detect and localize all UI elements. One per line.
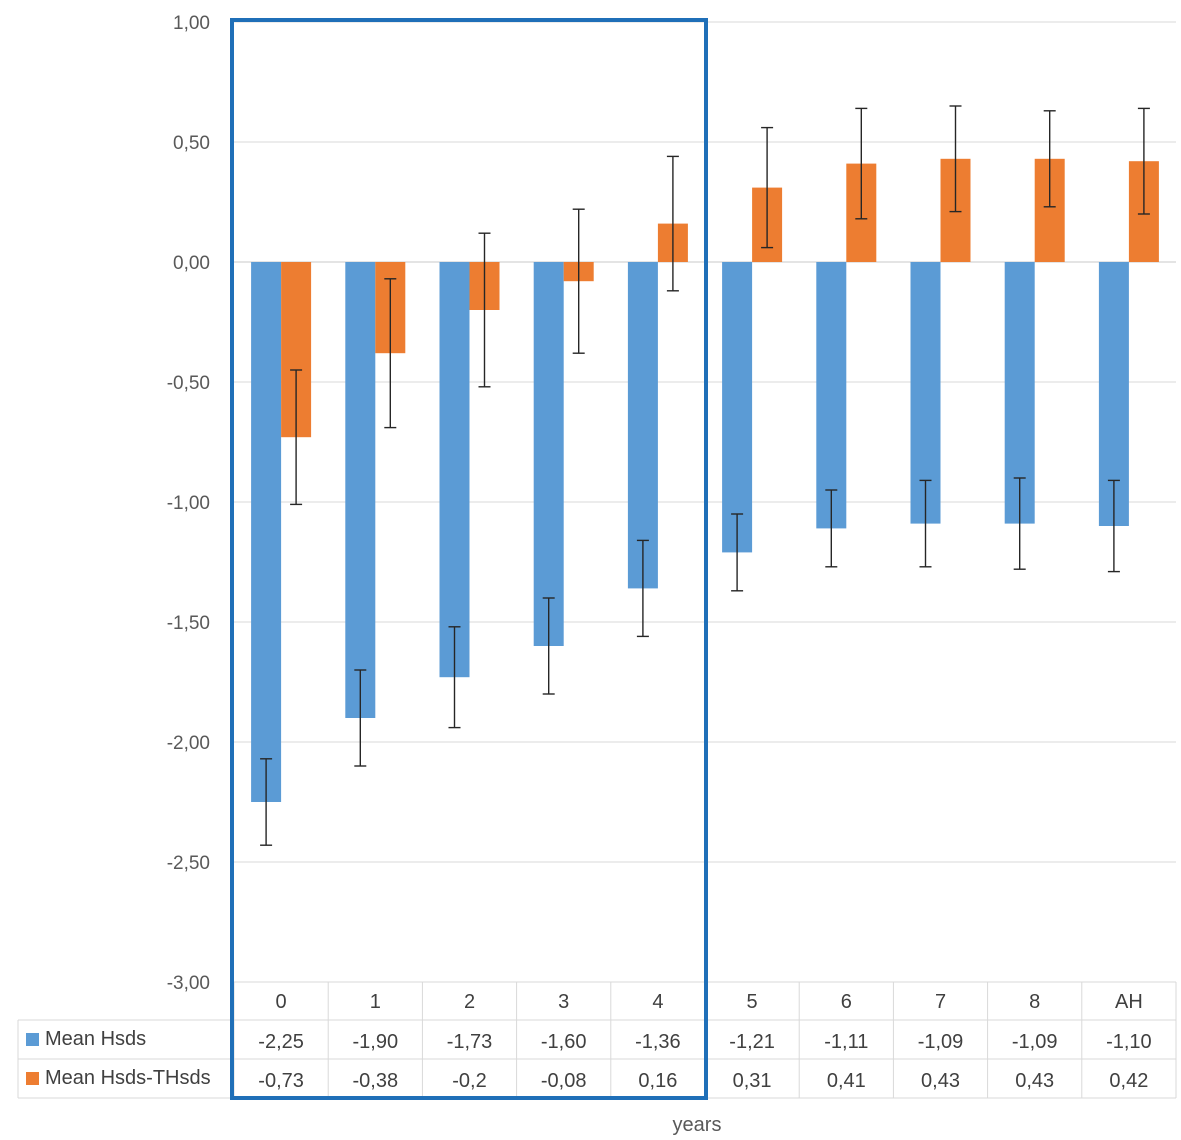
legend-label: Mean Hsds-THsds — [45, 1067, 211, 1089]
bar-mean-hsds — [533, 262, 564, 646]
table-cell: -1,09 — [918, 1031, 964, 1053]
y-tick-label: -0,50 — [167, 373, 210, 394]
table-cell: 0,42 — [1109, 1070, 1148, 1092]
legend-swatch — [26, 1033, 39, 1046]
table-cell: 0,31 — [733, 1070, 772, 1092]
y-tick-label: -2,50 — [167, 853, 210, 874]
table-cell: 0,43 — [1015, 1070, 1054, 1092]
data-table: 0 1 2 3 4 5 6 7 8 AH Mean Hsds -2,25 -1,90 -1,73 -1,60… — [17, 981, 1177, 1099]
bar-mean-hsds — [251, 262, 282, 802]
y-tick-label: 0,00 — [173, 253, 210, 274]
category-label: 4 — [652, 991, 663, 1013]
highlight-box — [230, 18, 708, 1100]
table-cell: -0,08 — [541, 1070, 587, 1092]
table-cell: -1,90 — [353, 1031, 399, 1053]
x-axis-label: years — [673, 1114, 722, 1136]
table-cell: -2,25 — [258, 1031, 304, 1053]
y-tick-label: -1,00 — [167, 493, 210, 514]
highlight-rectangle — [230, 18, 708, 1100]
bar-mean-hsds — [627, 262, 658, 589]
table-cell: 0,43 — [921, 1070, 960, 1092]
y-tick-label: -1,50 — [167, 613, 210, 634]
bar-mean-hsds — [345, 262, 376, 718]
table-cell: -1,21 — [729, 1031, 775, 1053]
table-cell: -1,10 — [1106, 1031, 1152, 1053]
y-tick-label: 0,50 — [173, 133, 210, 154]
category-label: 7 — [935, 991, 946, 1013]
table-cell: 0,41 — [827, 1070, 866, 1092]
category-label: 2 — [464, 991, 475, 1013]
table-cell: -0,38 — [353, 1070, 399, 1092]
table-cell: -1,60 — [541, 1031, 587, 1053]
bar-mean-hsds — [816, 262, 847, 529]
table-cell: -0,73 — [258, 1070, 304, 1092]
table-cell: 0,16 — [638, 1070, 677, 1092]
category-label: 5 — [747, 991, 758, 1013]
category-label: 0 — [276, 991, 287, 1013]
y-tick-label: -2,00 — [167, 733, 210, 754]
y-tick-label: 1,00 — [173, 13, 210, 34]
bar-mean-hsds — [722, 262, 753, 553]
category-label: 8 — [1029, 991, 1040, 1013]
legend-label: Mean Hsds — [45, 1028, 146, 1050]
table-cell: -1,73 — [447, 1031, 493, 1053]
y-tick-label: -3,00 — [167, 973, 210, 994]
table-cell: -0,2 — [452, 1070, 486, 1092]
table-cell: -1,09 — [1012, 1031, 1058, 1053]
category-label: AH — [1115, 991, 1143, 1013]
table-cell: -1,11 — [824, 1031, 868, 1053]
table-cell: -1,36 — [635, 1031, 681, 1053]
category-label: 1 — [370, 991, 381, 1013]
error-bars — [260, 105, 1150, 846]
y-axis-tick-labels: 1,00 0,50 0,00 -0,50 -1,00 -1,50 -2,00 -2,50 -3,… — [167, 13, 210, 994]
bar-mean-hsds — [439, 262, 470, 678]
legend-swatch — [26, 1072, 39, 1085]
category-label: 3 — [558, 991, 569, 1013]
category-label: 6 — [841, 991, 852, 1013]
